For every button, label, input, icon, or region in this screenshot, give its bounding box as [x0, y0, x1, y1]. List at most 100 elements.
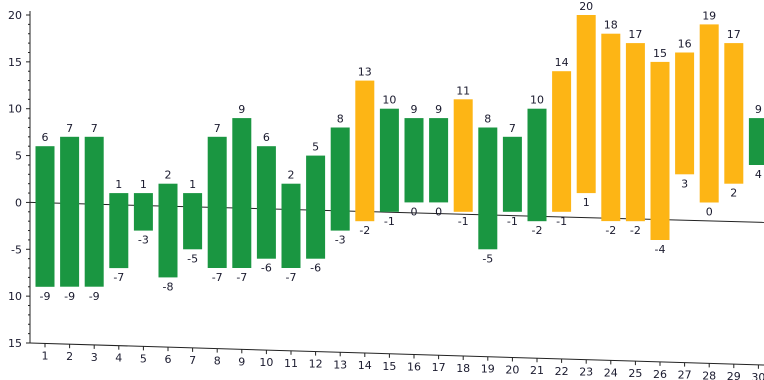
- bar-bottom-label: 0: [435, 205, 442, 218]
- bar-bottom-label: -6: [261, 262, 272, 275]
- bar-top-label: 17: [628, 28, 642, 41]
- bar: [527, 108, 547, 222]
- bar: [576, 15, 596, 194]
- bar: [502, 136, 522, 212]
- bar-bottom-label: -2: [630, 224, 641, 237]
- bar-bottom-label: 3: [681, 177, 688, 190]
- x-tick-label: 15: [382, 360, 396, 373]
- bar: [60, 136, 80, 287]
- bar-top-label: 11: [456, 84, 470, 97]
- bar-bottom-label: -2: [532, 224, 543, 237]
- bar: [429, 118, 449, 203]
- x-tick-label: 18: [456, 362, 470, 375]
- x-tick-label: 6: [165, 353, 172, 366]
- y-tick-label: 15: [8, 56, 22, 69]
- bar-bottom-label: -2: [359, 224, 370, 237]
- bar-top-label: 9: [435, 103, 442, 116]
- y-tick-label: 5: [15, 150, 22, 163]
- bar: [232, 118, 252, 268]
- bar-top-label: 6: [42, 131, 49, 144]
- bar: [379, 108, 399, 212]
- bar: [281, 183, 301, 268]
- bar: [256, 146, 276, 259]
- bar: [306, 155, 326, 259]
- x-tick-label: 12: [309, 358, 323, 371]
- bar: [355, 80, 375, 222]
- bar-top-label: 2: [288, 169, 295, 182]
- bar-top-label: 9: [238, 103, 245, 116]
- x-tick-label: 2: [66, 350, 73, 363]
- bar: [35, 146, 55, 287]
- x-tick-label: 14: [358, 359, 372, 372]
- bar-bottom-label: -1: [556, 215, 567, 228]
- bar-top-label: 13: [358, 66, 372, 79]
- y-tick-label: 10: [8, 103, 22, 116]
- bar-bottom-label: -2: [605, 224, 616, 237]
- bar-top-label: 20: [579, 0, 593, 13]
- x-tick-label: 5: [140, 352, 147, 365]
- x-tick-label: 7: [189, 354, 196, 367]
- bar-bottom-label: -1: [458, 215, 469, 228]
- bar: [478, 127, 498, 250]
- bar-bottom-label: -6: [310, 262, 321, 275]
- bar-top-label: 16: [678, 38, 692, 51]
- bar-bottom-label: -8: [163, 280, 174, 293]
- x-tick-label: 22: [555, 365, 569, 378]
- x-tick-label: 28: [702, 369, 716, 380]
- x-tick-label: 26: [653, 368, 667, 380]
- x-tick-label: 23: [579, 366, 593, 379]
- x-tick-label: 8: [214, 355, 221, 368]
- x-tick-label: 16: [407, 361, 421, 374]
- bar-top-label: 6: [263, 131, 270, 144]
- bar-bottom-label: 1: [583, 196, 590, 209]
- bar-bottom-label: -5: [187, 252, 198, 265]
- x-tick-label: 21: [530, 364, 544, 377]
- x-axis-line: [29, 342, 764, 366]
- x-tick-label: 17: [432, 361, 446, 374]
- bar-bottom-label: -7: [286, 271, 297, 284]
- bar: [133, 193, 153, 231]
- bar-top-label: 2: [165, 169, 172, 182]
- bars: [35, 15, 764, 287]
- bar-top-label: 1: [115, 178, 122, 191]
- bar-top-label: 1: [140, 178, 147, 191]
- y-tick-label: -5: [11, 243, 22, 256]
- bar-bottom-label: 0: [706, 205, 713, 218]
- x-tick-label: 1: [42, 349, 49, 362]
- y-tick-label: 0: [15, 196, 22, 209]
- data-labels: 6 -9 7 -9 7 -9 1 -7 1 -3 2 -8 1 -5 7 -7 9 -7 6 -6 2 -7 5 -6 8 -3 1…: [40, 0, 762, 303]
- bar-top-label: 8: [484, 113, 491, 126]
- bar-top-label: 9: [411, 103, 418, 116]
- bar-bottom-label: -7: [212, 271, 223, 284]
- bar-top-label: 14: [555, 56, 569, 69]
- bar-bottom-label: -9: [40, 290, 51, 303]
- bar-bottom-label: -9: [89, 290, 100, 303]
- x-tick-label: 3: [91, 351, 98, 364]
- bar: [748, 118, 764, 165]
- bar-top-label: 15: [653, 47, 667, 60]
- bar-top-label: 7: [214, 122, 221, 135]
- x-tick-label: 27: [678, 369, 692, 380]
- x-tick-label: 10: [259, 356, 273, 369]
- bar: [207, 136, 227, 268]
- bar-top-label: 1: [189, 178, 196, 191]
- bar-bottom-label: -7: [236, 271, 247, 284]
- bar-bottom-label: -1: [507, 215, 518, 228]
- bar-bottom-label: -3: [138, 234, 149, 247]
- bar-top-label: 7: [66, 122, 73, 135]
- bar-top-label: 9: [755, 103, 762, 116]
- bar: [601, 33, 621, 222]
- bar-bottom-label: -3: [335, 234, 346, 247]
- bar-bottom-label: -9: [64, 290, 75, 303]
- bar-top-label: 18: [604, 19, 618, 32]
- bar: [724, 43, 744, 184]
- bar: [552, 71, 572, 212]
- y-tick-label: 20: [8, 9, 22, 22]
- bar: [109, 193, 129, 269]
- bar-top-label: 7: [91, 122, 98, 135]
- bar: [183, 193, 203, 250]
- y-tick-label: 10: [8, 290, 22, 303]
- x-tick-label: 4: [115, 352, 122, 365]
- bar-top-label: 5: [312, 141, 319, 154]
